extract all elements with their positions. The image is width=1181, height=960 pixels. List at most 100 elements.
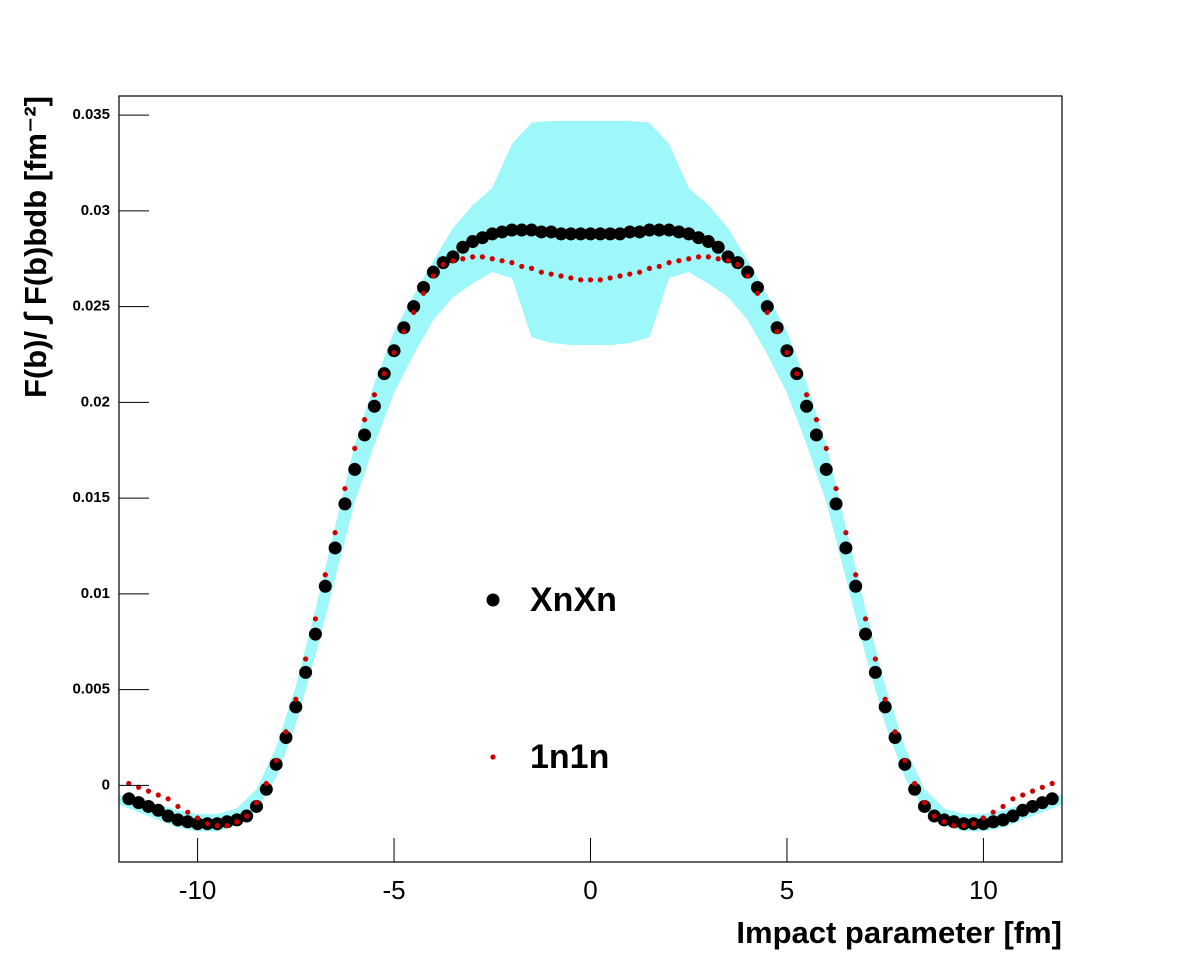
data-point: [597, 277, 603, 283]
data-point: [868, 665, 882, 679]
data-point: [764, 309, 770, 315]
data-point: [450, 258, 456, 264]
data-point: [538, 269, 544, 275]
data-point: [475, 231, 489, 245]
data-point: [908, 782, 922, 796]
data-point: [244, 813, 250, 819]
data-point: [859, 627, 873, 641]
data-point: [470, 254, 476, 260]
data-point: [391, 350, 397, 356]
data-point: [342, 485, 348, 492]
data-point: [145, 788, 152, 794]
y-tick-label: 0.03: [81, 202, 110, 219]
data-point: [499, 258, 505, 264]
data-point: [642, 223, 656, 237]
uncertainty-band: [119, 120, 1062, 832]
data-point: [892, 729, 898, 735]
data-point: [446, 250, 460, 264]
x-tick-label: 5: [780, 875, 794, 905]
data-point: [289, 700, 303, 714]
data-point: [136, 784, 142, 790]
y-tick-label: 0.005: [72, 681, 110, 698]
data-point: [273, 757, 279, 764]
data-point: [568, 275, 574, 281]
data-point: [692, 231, 706, 245]
data-point: [1020, 792, 1026, 798]
data-point: [495, 225, 509, 239]
data-point: [358, 428, 372, 442]
data-point: [593, 227, 607, 241]
data-point: [259, 782, 273, 796]
data-point: [283, 729, 289, 735]
data-point: [750, 281, 764, 294]
data-point: [656, 263, 662, 270]
data-point: [819, 462, 833, 476]
data-point: [430, 273, 436, 279]
data-point: [637, 269, 643, 275]
data-point: [646, 265, 653, 271]
data-point: [986, 815, 1000, 829]
x-tick-label: 10: [969, 875, 998, 905]
data-point: [519, 263, 525, 270]
data-point: [695, 254, 702, 260]
data-point: [328, 541, 342, 555]
data-point: [361, 417, 368, 423]
y-tick-label: 0.01: [81, 585, 110, 602]
data-point: [122, 792, 136, 806]
data-point: [263, 780, 269, 787]
data-point: [849, 579, 863, 593]
data-point: [279, 731, 293, 745]
data-point: [672, 225, 686, 239]
data-point: [185, 809, 191, 815]
data-point: [912, 780, 918, 787]
data-point: [534, 225, 548, 239]
data-point: [505, 223, 519, 237]
data-point: [253, 800, 260, 806]
y-tick-label: 0.015: [72, 489, 110, 506]
data-point: [456, 240, 470, 254]
data-point: [381, 371, 387, 377]
data-point: [407, 300, 421, 314]
legend-marker: [486, 593, 500, 607]
data-point: [1016, 803, 1030, 817]
data-point: [1026, 799, 1040, 813]
data-point: [397, 321, 411, 335]
data-point: [318, 579, 332, 593]
data-point: [584, 227, 597, 241]
data-point: [558, 273, 564, 279]
data-point: [440, 261, 446, 268]
data-point: [721, 250, 735, 264]
data-point: [682, 227, 696, 241]
data-point: [426, 265, 440, 279]
data-point: [155, 792, 161, 798]
data-point: [367, 399, 381, 413]
data-point: [1049, 780, 1055, 787]
data-point: [338, 497, 352, 511]
data-point: [996, 813, 1010, 827]
data-point: [515, 223, 529, 237]
y-axis-label: F(b)/ ∫ F(b)bdb [fm⁻²]: [18, 96, 53, 398]
data-point: [829, 497, 843, 511]
data-point: [224, 823, 230, 829]
data-point: [348, 462, 362, 476]
data-point: [181, 815, 195, 829]
data-point: [633, 225, 647, 239]
plot-area: [119, 120, 1062, 832]
data-point: [1035, 796, 1049, 810]
data-point: [126, 780, 132, 787]
data-point: [1045, 792, 1059, 806]
data-point: [191, 817, 205, 831]
data-point: [171, 813, 185, 827]
data-point: [411, 309, 417, 315]
data-point: [941, 819, 947, 825]
data-point: [371, 392, 377, 398]
data-point: [417, 281, 431, 294]
data-point: [980, 815, 987, 821]
data-point: [853, 572, 859, 578]
data-point: [299, 665, 313, 679]
data-point: [917, 799, 931, 813]
data-point: [466, 235, 480, 249]
data-point: [165, 796, 171, 802]
data-point: [839, 541, 853, 555]
